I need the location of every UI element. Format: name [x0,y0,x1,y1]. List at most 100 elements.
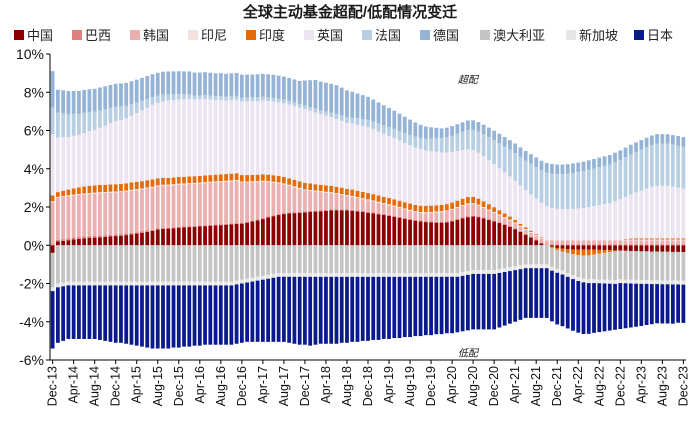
bar-segment [676,280,680,285]
x-tick-label: Aug-16 [214,366,228,406]
bar-segment [92,237,97,246]
legend-swatch [362,30,372,40]
bar-segment [681,280,686,285]
bar-segment [308,106,313,111]
bar-segment [197,225,202,227]
bar-segment [450,202,454,209]
bar-segment [145,75,150,99]
bar-segment [77,194,81,238]
bar-segment [103,236,108,246]
bar-segment [607,240,612,245]
bar-segment [224,174,228,181]
bar-segment [434,245,439,273]
bar-segment [550,246,554,248]
bar-segment [392,128,397,139]
bar-segment [381,203,386,205]
bar-segment [355,197,360,199]
bar-segment [218,281,223,286]
bar-segment [250,97,255,102]
bar-segment [586,255,591,280]
annotation-label: 超配 [458,74,480,86]
bar-segment [523,233,528,235]
bar-segment [77,113,81,135]
bar-segment [87,281,92,286]
bar-segment [502,217,507,219]
bar-segment [460,150,465,199]
bar-segment [218,73,223,97]
bar-segment [134,281,139,286]
bar-segment [676,136,680,146]
bar-segment [555,174,560,209]
bar-segment [192,226,197,246]
bar-segment [413,204,418,212]
bar-segment [550,207,554,240]
bar-segment [513,153,518,181]
bar-segment [381,133,386,197]
bar-segment [155,186,160,229]
bar-segment [544,172,549,207]
bar-segment [602,279,607,284]
bar-segment [444,204,449,211]
bar-segment [539,245,544,265]
bar-segment [203,95,207,99]
bar-segment [455,245,460,273]
bar-segment [623,239,628,241]
bar-segment [366,245,370,273]
bar-segment [628,250,633,280]
bar-segment [634,151,638,193]
bar-segment [602,165,607,205]
bar-segment [218,99,223,175]
x-tick-label: Dec-18 [361,366,375,406]
bar-segment [50,202,55,245]
bar-segment [98,185,102,193]
x-tick-label: Dec-13 [46,366,60,406]
bar-segment [360,211,365,212]
bar-segment [82,236,87,239]
bar-segment [250,281,255,342]
bar-segment [366,119,370,128]
bar-segment [392,215,397,217]
bar-segment [371,272,376,277]
bar-segment [529,232,533,237]
bar-segment [371,213,376,246]
bar-segment [644,239,649,241]
bar-segment [492,164,497,208]
bar-segment [613,280,617,284]
bar-segment [329,83,334,113]
bar-segment [345,272,349,277]
bar-segment [487,220,491,246]
bar-segment [576,245,581,250]
bar-segment [187,183,192,185]
bar-segment [282,76,286,100]
bar-segment [471,150,476,197]
bar-segment [350,209,355,211]
bar-segment [471,196,476,204]
bar-segment [239,245,244,280]
bar-segment [670,280,675,285]
bar-segment [103,109,108,126]
bar-segment [423,272,428,277]
bar-segment [171,227,176,229]
legend-label: 英国 [317,28,343,43]
bar-segment [429,245,433,273]
bar-segment [418,221,423,246]
bar-segment [134,189,139,191]
bar-segment [655,244,659,246]
bar-segment [155,72,160,96]
bar-segment [607,244,612,246]
bar-segment [429,205,433,212]
bar-segment [255,219,260,221]
bar-segment [208,182,213,225]
bar-segment [266,245,271,275]
bar-segment [628,144,633,155]
bar-segment [239,223,244,246]
bar-segment [623,157,628,197]
bar-segment [87,112,92,132]
bar-segment [444,276,449,334]
x-tick-label: Apr-15 [130,366,144,404]
bar-segment [434,222,439,246]
bar-segment [387,107,391,128]
bar-segment [644,137,649,148]
legend-swatch [566,30,576,40]
bar-segment [287,77,292,101]
